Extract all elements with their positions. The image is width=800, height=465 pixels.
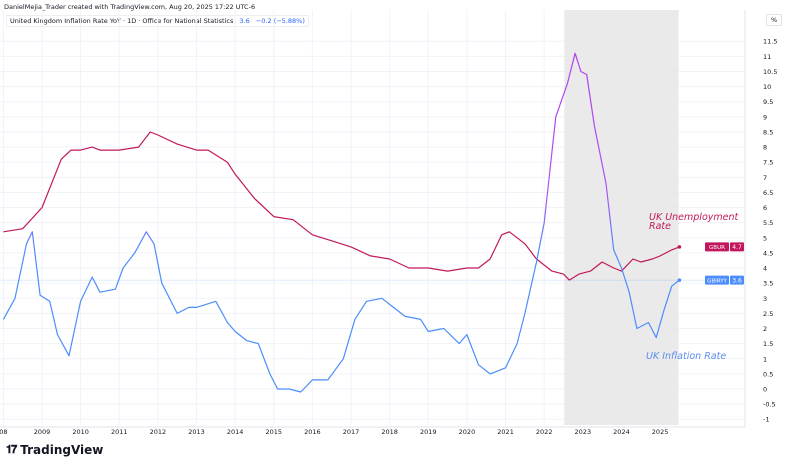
- line-chart[interactable]: 11.51110.5109.598.587.576.565.554.543.53…: [0, 0, 800, 440]
- x-tick-label: 2012: [150, 428, 167, 436]
- x-tick-label: 2021: [497, 428, 514, 436]
- y-tick-label: 4: [763, 265, 767, 273]
- y-tick-label: 11: [763, 53, 771, 61]
- x-tick-label: 2013: [188, 428, 205, 436]
- chart-credit: DanielMejia_Trader created with TradingV…: [4, 3, 256, 11]
- last-value-label: 4.7: [732, 244, 742, 251]
- y-tick-label: 2: [763, 325, 767, 333]
- series-line-gbur: [3, 131, 680, 281]
- y-tick-label: 0.5: [763, 370, 773, 378]
- tradingview-logo-icon: 𝟏𝟕: [6, 443, 17, 456]
- series-name-tag: [705, 275, 729, 285]
- tradingview-brand: 𝟏𝟕 TradingView: [6, 443, 103, 457]
- brand-name: TradingView: [20, 443, 104, 457]
- series-name-label: GBIRYY: [707, 278, 727, 284]
- x-tick-label: 2020: [459, 428, 476, 436]
- y-tick-label: -0.5: [763, 401, 776, 409]
- x-tick-label: 2018: [381, 428, 398, 436]
- series-last-point: [677, 278, 682, 282]
- y-tick-label: 8: [763, 144, 767, 152]
- legend-value: 3.6: [239, 17, 250, 25]
- x-tick-label: 2011: [111, 428, 128, 436]
- y-tick-label: 7: [763, 174, 767, 182]
- y-tick-label: 5.5: [763, 219, 773, 227]
- x-tick-label: 2014: [227, 428, 244, 436]
- x-tick-label: 2017: [343, 428, 360, 436]
- last-value-tag: [730, 242, 744, 252]
- x-tick-label: 2025: [652, 428, 669, 436]
- unit-label[interactable]: %: [766, 14, 783, 26]
- x-tick-label: 2024: [613, 428, 630, 436]
- shaded-period: [564, 10, 679, 425]
- y-tick-label: 10.5: [763, 68, 777, 76]
- y-tick-label: 2.5: [763, 310, 773, 318]
- y-tick-label: 0: [763, 386, 767, 394]
- x-tick-label: 2009: [34, 428, 51, 436]
- y-tick-label: 4.5: [763, 249, 773, 257]
- series-last-point: [677, 245, 682, 249]
- y-tick-label: 1: [763, 355, 767, 363]
- x-tick-label: 2016: [304, 428, 321, 436]
- series-name-tag: [705, 242, 729, 252]
- series-name-label: GBUR: [709, 245, 725, 251]
- x-tick-label: 2019: [420, 428, 437, 436]
- y-tick-label: 6.5: [763, 189, 773, 197]
- x-tick-label: 2015: [266, 428, 283, 436]
- x-tick-label: 08: [0, 428, 8, 436]
- y-tick-label: 9.5: [763, 98, 773, 106]
- annotation-inflation: UK Inflation Rate: [646, 351, 726, 362]
- legend-change: −0.2 (−5.88%): [255, 17, 305, 25]
- y-tick-label: -1: [763, 416, 769, 424]
- x-tick-label: 2023: [575, 428, 592, 436]
- y-tick-label: 6: [763, 204, 767, 212]
- y-tick-label: 5: [763, 234, 767, 242]
- y-tick-label: 3: [763, 295, 767, 303]
- legend-title: United Kingdom Inflation Rate YoY · 1D ·…: [10, 17, 234, 25]
- y-tick-label: 3.5: [763, 280, 773, 288]
- y-tick-label: 11.5: [763, 38, 777, 46]
- last-value-tag: [730, 275, 744, 285]
- series-line-gbiryy: [2, 52, 680, 393]
- annotation-unemployment-line1: UK Unemployment: [649, 212, 740, 223]
- annotation-unemployment-line2: Rate: [649, 221, 671, 232]
- last-value-label: 3.6: [732, 277, 742, 284]
- y-tick-label: 10: [763, 83, 771, 91]
- y-tick-label: 1.5: [763, 340, 773, 348]
- y-tick-label: 8.5: [763, 128, 773, 136]
- y-tick-label: 9: [763, 113, 767, 121]
- y-tick-label: 7.5: [763, 159, 773, 167]
- x-tick-label: 2010: [72, 428, 89, 436]
- x-tick-label: 2022: [536, 428, 553, 436]
